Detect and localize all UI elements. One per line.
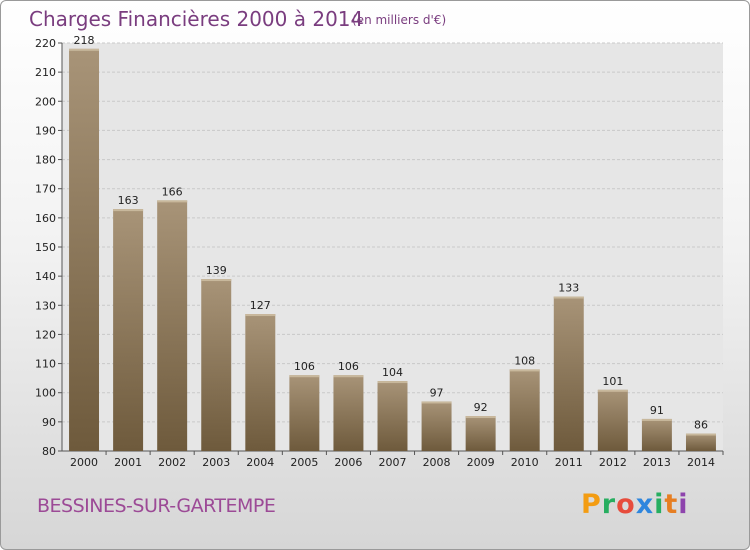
commune-name: BESSINES-SUR-GARTEMPE [37,495,276,517]
bar-highlight [421,401,452,404]
y-tick-label: 170 [35,183,56,196]
logo-letter: x [635,489,655,520]
bar-2008 [421,401,452,451]
value-label-2004: 127 [250,299,271,312]
y-tick-label: 210 [35,66,56,79]
x-tick-label-2002: 2002 [158,456,186,469]
bar-highlight [597,389,628,392]
y-tick-label: 110 [35,358,56,371]
logo-letter: t [664,489,679,520]
bar-highlight [201,279,232,282]
bar-2010 [509,369,540,451]
bar-highlight [377,381,408,384]
x-tick-label-2010: 2010 [511,456,539,469]
bar-2009 [465,416,496,451]
bar-highlight [685,433,716,436]
y-tick-label: 120 [35,328,56,341]
bar-highlight [465,416,496,419]
x-tick-label-2011: 2011 [555,456,583,469]
y-tick-label: 130 [35,299,56,312]
logo-letter: P [581,489,602,520]
bar-highlight [289,375,320,378]
bar-2014 [685,433,716,451]
bars [69,48,716,451]
value-label-2001: 163 [118,194,139,207]
x-tick-label-2003: 2003 [202,456,230,469]
x-tick-label-2009: 2009 [467,456,495,469]
bar-highlight [641,418,672,421]
value-label-2007: 104 [382,366,403,379]
proxiti-logo: Proxiti [581,489,689,520]
value-label-2010: 108 [514,354,535,367]
bar-2003 [201,279,232,451]
value-label-2002: 166 [162,185,183,198]
bar-2001 [113,209,144,451]
chart-unit: (en milliers d'€) [352,13,447,27]
y-tick-label: 80 [42,445,56,458]
y-tick-label: 160 [35,212,56,225]
bar-2002 [157,200,188,451]
bar-2000 [69,48,100,451]
x-tick-label-2013: 2013 [643,456,671,469]
bar-2013 [641,418,672,451]
x-tick-label-2000: 2000 [70,456,98,469]
value-label-2009: 92 [474,401,488,414]
logo-letter: i [678,489,689,520]
x-tick-label-2005: 2005 [290,456,318,469]
bar-highlight [553,296,584,299]
y-tick-label: 200 [35,95,56,108]
x-tick-label-2004: 2004 [246,456,274,469]
value-label-2008: 97 [430,386,444,399]
value-label-2014: 86 [694,419,708,432]
bar-highlight [69,48,100,51]
value-label-2006: 106 [338,360,359,373]
value-label-2013: 91 [650,404,664,417]
bar-highlight [509,369,540,372]
bar-2012 [597,389,628,451]
bar-highlight [333,375,364,378]
bar-2011 [553,296,584,451]
bar-2005 [289,375,320,451]
x-tick-label-2006: 2006 [334,456,362,469]
y-tick-label: 180 [35,154,56,167]
chart-title: Charges Financières 2000 à 2014 [29,7,364,31]
y-tick-label: 220 [35,37,56,50]
x-tick-label-2001: 2001 [114,456,142,469]
logo-letter: i [654,489,665,520]
labels: 8090100110120130140150160170180190200210… [35,34,715,469]
value-label-2000: 218 [74,34,95,47]
y-tick-label: 140 [35,270,56,283]
logo-letter: r [601,489,617,520]
y-tick-label: 90 [42,416,56,429]
y-tick-label: 100 [35,387,56,400]
bar-2004 [245,314,276,451]
value-label-2012: 101 [602,375,623,388]
bar-2006 [333,375,364,451]
value-label-2003: 139 [206,264,227,277]
x-tick-label-2012: 2012 [599,456,627,469]
x-tick-label-2014: 2014 [687,456,715,469]
y-tick-label: 190 [35,124,56,137]
x-tick-label-2008: 2008 [423,456,451,469]
y-tick-label: 150 [35,241,56,254]
bar-highlight [157,200,188,203]
x-tick-label-2007: 2007 [379,456,407,469]
bar-highlight [245,314,276,317]
bar-2007 [377,381,408,451]
bar-highlight [113,209,144,212]
value-label-2011: 133 [558,282,579,295]
value-label-2005: 106 [294,360,315,373]
logo-letter: o [616,489,636,520]
